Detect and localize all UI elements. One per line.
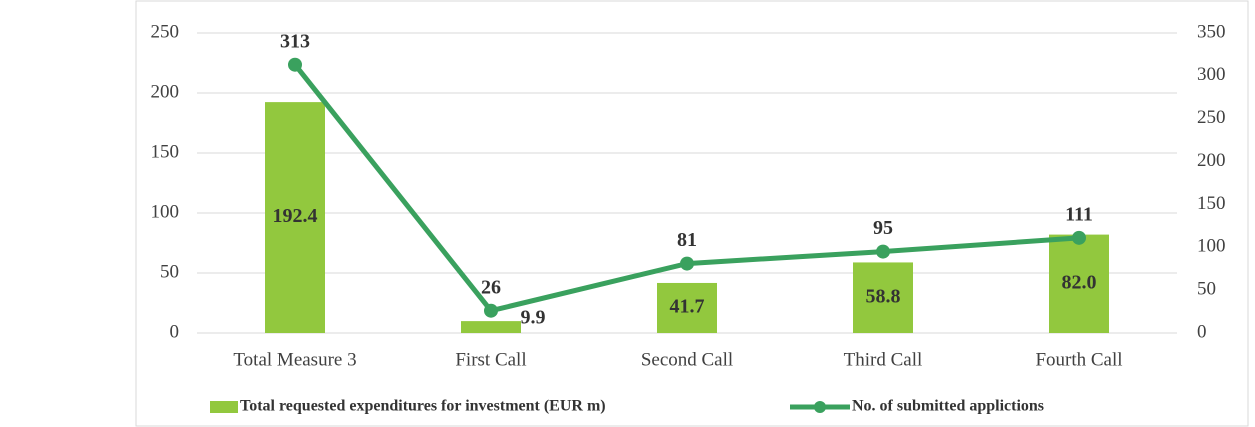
x-tick-label: First Call <box>455 349 526 370</box>
x-tick-label: Third Call <box>844 349 923 370</box>
y2-tick-label: 100 <box>1197 236 1226 257</box>
bar <box>657 282 717 333</box>
line-value-label: 81 <box>677 229 697 251</box>
bar-value-label: 58.8 <box>866 285 901 307</box>
y2-tick-label: 50 <box>1197 279 1216 300</box>
line-marker <box>876 244 890 259</box>
legend-swatch-marker <box>814 401 826 413</box>
legend-label: No. of submitted applictions <box>852 398 1044 415</box>
y-tick-label: 100 <box>151 201 180 222</box>
line-marker <box>484 303 498 318</box>
legend-label: Total requested expenditures for investm… <box>240 398 606 415</box>
bar-value-label: 82.0 <box>1062 271 1097 293</box>
bar <box>265 102 325 334</box>
x-tick-label: Total Measure 3 <box>233 349 356 370</box>
y-tick-label: 150 <box>151 141 180 162</box>
chart-border <box>135 0 1249 427</box>
line-value-label: 111 <box>1065 203 1093 225</box>
line-value-label: 313 <box>280 30 310 52</box>
y-tick-label: 50 <box>160 261 179 282</box>
bar <box>853 262 913 333</box>
line-value-label: 26 <box>481 276 501 298</box>
bar-value-label: 9.9 <box>521 307 546 329</box>
line-marker <box>680 256 694 271</box>
y2-tick-label: 250 <box>1197 107 1226 128</box>
bar-value-label: 41.7 <box>670 296 705 318</box>
x-tick-label: Second Call <box>641 349 733 370</box>
x-tick-label: Fourth Call <box>1035 349 1122 370</box>
y2-tick-label: 0 <box>1197 321 1207 342</box>
line <box>293 63 1080 314</box>
y-tick-label: 250 <box>151 21 180 42</box>
bar-value-label: 192.4 <box>273 205 318 227</box>
y-tick-label: 200 <box>151 81 180 102</box>
line-value-label: 95 <box>873 217 893 239</box>
bar <box>461 321 521 333</box>
line-marker <box>1072 230 1086 245</box>
bar <box>1049 234 1109 333</box>
y2-tick-label: 350 <box>1197 21 1226 42</box>
line-marker <box>288 57 302 72</box>
y2-tick-label: 150 <box>1197 193 1226 214</box>
y-tick-label: 0 <box>170 321 180 342</box>
legend-swatch <box>210 401 238 413</box>
y2-tick-label: 300 <box>1197 64 1226 85</box>
y2-tick-label: 200 <box>1197 150 1226 171</box>
